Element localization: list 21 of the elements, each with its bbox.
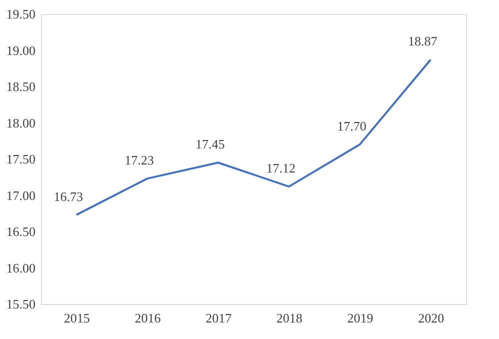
x-tick-label: 2019 bbox=[347, 310, 374, 326]
x-tick-label: 2020 bbox=[418, 310, 444, 326]
data-label: 17.45 bbox=[195, 136, 225, 152]
data-label: 17.12 bbox=[266, 160, 296, 176]
y-tick-label: 17.00 bbox=[6, 188, 36, 203]
x-tick-label: 2015 bbox=[64, 310, 90, 326]
y-tick-label: 17.50 bbox=[6, 152, 36, 166]
y-tick-label: 19.50 bbox=[6, 6, 36, 22]
y-tick-label: 18.00 bbox=[6, 115, 36, 130]
x-tick-label: 2017 bbox=[206, 310, 232, 326]
data-label: 17.70 bbox=[337, 118, 366, 134]
x-tick-label: 2016 bbox=[134, 310, 162, 326]
data-label: 18.87 bbox=[408, 34, 438, 49]
data-label: 17.23 bbox=[124, 152, 154, 168]
y-tick-label: 16.00 bbox=[6, 260, 36, 276]
y-tick-label: 15.50 bbox=[6, 296, 36, 312]
x-tick-label: 2018 bbox=[276, 310, 302, 326]
data-label: 16.73 bbox=[54, 188, 84, 204]
y-tick-label: 16.50 bbox=[6, 224, 36, 239]
y-tick-label: 19.00 bbox=[6, 42, 36, 58]
y-tick-label: 18.50 bbox=[6, 79, 36, 94]
